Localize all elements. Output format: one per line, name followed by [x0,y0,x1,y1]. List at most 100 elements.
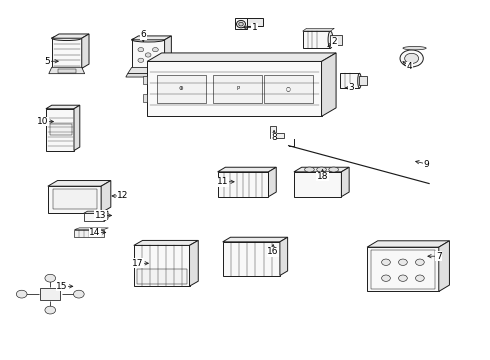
Polygon shape [104,211,108,221]
Polygon shape [280,237,288,275]
Polygon shape [294,172,342,197]
Text: 16: 16 [268,247,279,256]
Polygon shape [147,62,321,116]
Text: 18: 18 [317,172,328,181]
Circle shape [74,290,84,298]
Polygon shape [49,67,85,74]
Circle shape [152,58,158,62]
Text: 6: 6 [141,30,146,39]
Polygon shape [269,167,276,197]
Polygon shape [223,237,288,242]
Polygon shape [439,241,449,292]
Polygon shape [303,28,334,31]
Ellipse shape [358,73,361,88]
Polygon shape [84,213,104,221]
Text: ○: ○ [286,86,291,91]
Polygon shape [132,36,172,40]
Polygon shape [134,240,198,246]
Polygon shape [74,230,103,237]
Ellipse shape [237,21,245,28]
Polygon shape [270,126,284,138]
Text: 12: 12 [117,192,128,201]
Polygon shape [247,18,263,26]
Polygon shape [46,109,74,150]
Polygon shape [340,73,360,88]
Polygon shape [157,75,206,103]
Text: 15: 15 [56,282,68,291]
Text: 4: 4 [407,62,413,71]
Polygon shape [74,105,80,150]
Polygon shape [52,38,82,68]
Polygon shape [74,228,108,230]
Polygon shape [128,67,169,73]
Polygon shape [214,75,262,103]
Polygon shape [321,53,336,116]
Circle shape [45,274,55,282]
Polygon shape [235,18,247,29]
Text: 14: 14 [89,228,100,237]
Polygon shape [82,34,89,68]
Text: 11: 11 [218,177,229,186]
Circle shape [382,275,391,282]
Polygon shape [360,76,367,85]
Polygon shape [143,76,147,84]
Polygon shape [367,247,439,292]
Ellipse shape [328,31,333,48]
Polygon shape [190,240,198,286]
Text: 5: 5 [45,57,50,66]
Circle shape [152,48,158,52]
Circle shape [416,275,424,282]
Polygon shape [218,167,276,172]
Text: ⊕: ⊕ [179,86,184,91]
Text: 3: 3 [349,84,354,93]
Polygon shape [137,269,187,284]
Polygon shape [101,180,111,213]
Polygon shape [52,34,89,38]
Circle shape [138,58,144,62]
Polygon shape [40,288,60,300]
Polygon shape [134,246,190,286]
Polygon shape [50,124,72,135]
Ellipse shape [400,50,423,67]
Circle shape [45,306,55,314]
Text: 8: 8 [271,133,277,142]
Ellipse shape [305,167,314,172]
Circle shape [145,53,151,57]
Text: 2: 2 [332,37,338,46]
Text: 1: 1 [252,23,258,32]
Ellipse shape [52,36,82,41]
Text: 9: 9 [424,159,430,168]
Polygon shape [303,31,330,48]
Polygon shape [84,211,108,213]
Polygon shape [132,40,165,68]
Polygon shape [342,167,349,197]
Polygon shape [218,172,269,197]
Polygon shape [264,75,313,103]
Polygon shape [294,167,349,172]
Polygon shape [165,36,172,68]
Ellipse shape [239,22,243,26]
Circle shape [138,48,144,52]
Polygon shape [46,105,80,109]
Text: 7: 7 [436,252,441,261]
Polygon shape [223,242,280,275]
Text: 13: 13 [95,211,106,220]
Circle shape [382,259,391,265]
Circle shape [398,259,407,265]
Ellipse shape [403,46,426,50]
Polygon shape [48,180,111,186]
Text: 10: 10 [37,117,48,126]
Polygon shape [126,73,171,77]
Ellipse shape [405,53,418,63]
Polygon shape [143,94,147,102]
Polygon shape [58,69,76,73]
Circle shape [398,275,407,282]
Ellipse shape [329,167,339,172]
Polygon shape [330,35,343,45]
Polygon shape [48,186,101,213]
Circle shape [416,259,424,265]
Ellipse shape [317,167,326,172]
Polygon shape [367,241,449,247]
Circle shape [16,290,27,298]
Text: 17: 17 [132,259,143,268]
